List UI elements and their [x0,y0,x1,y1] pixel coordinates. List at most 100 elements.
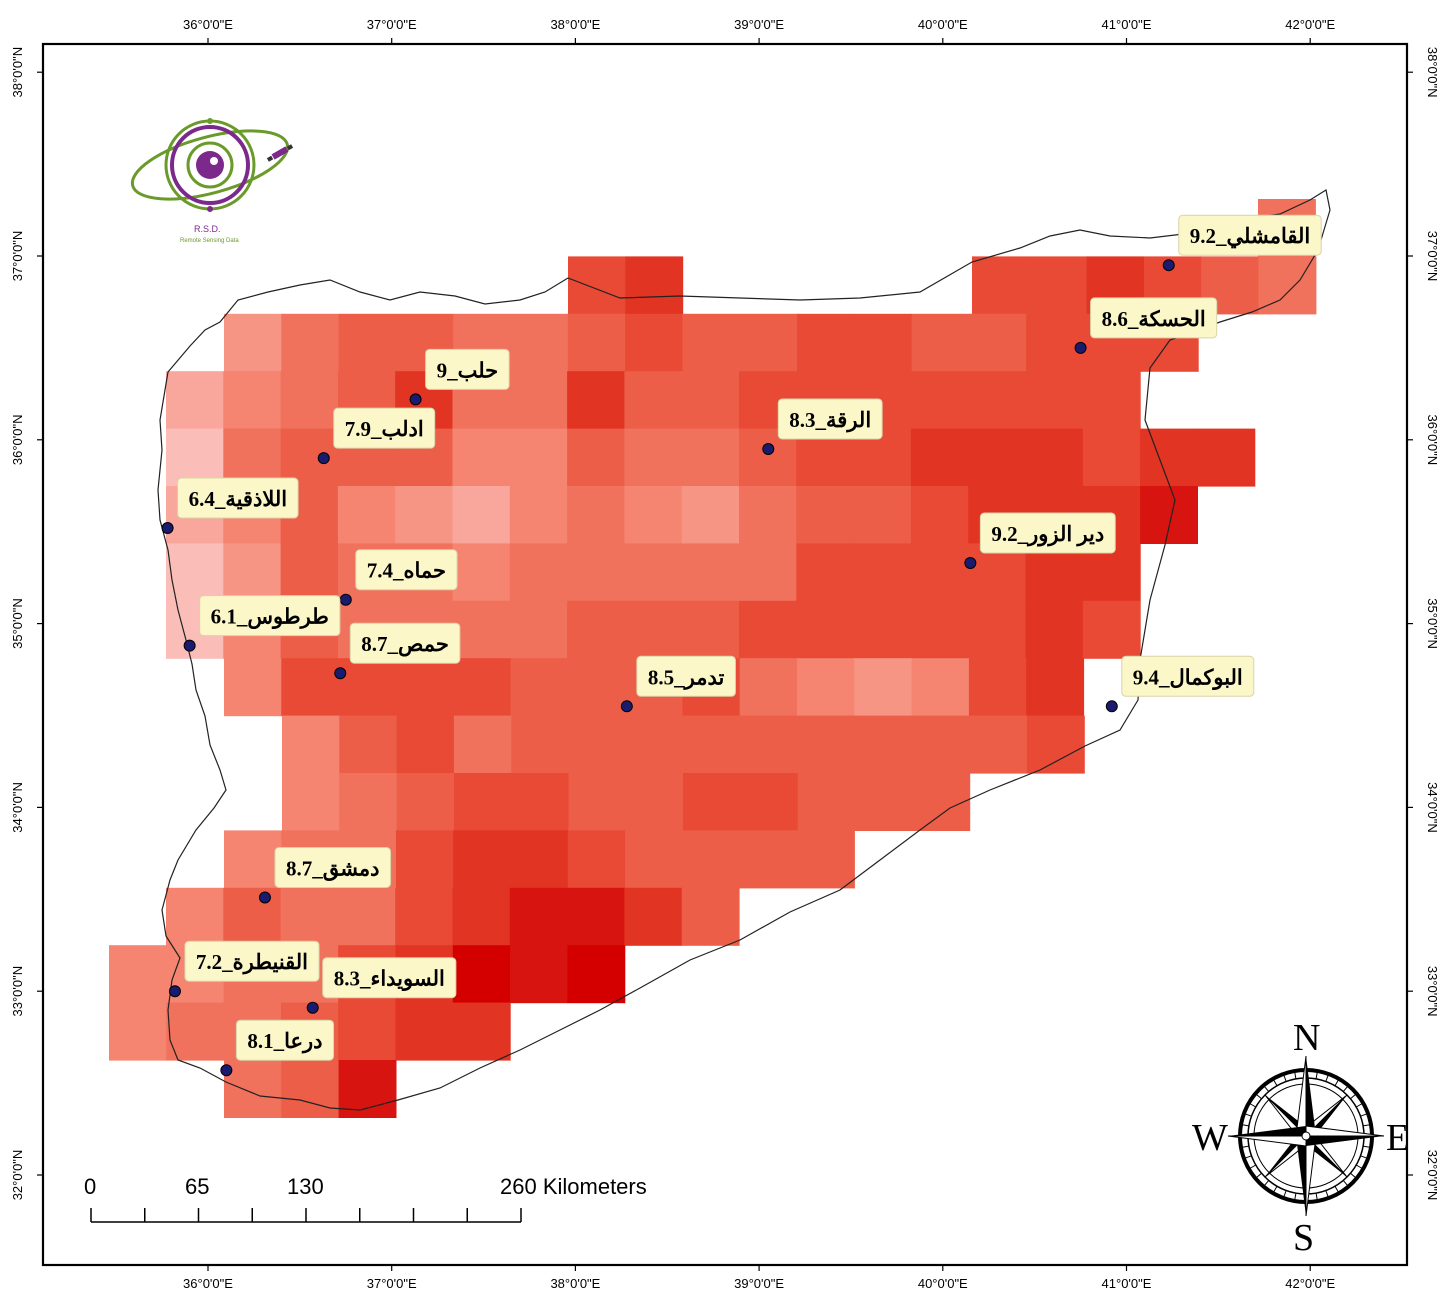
city-name: السويداء_8.3 [334,967,445,992]
city-label-box [177,477,299,519]
raster-cell [166,887,224,946]
lat-label-left: 32°0'0"N [10,1150,25,1201]
city-point [168,985,181,998]
city-point [339,593,352,606]
raster-cell [567,830,626,889]
raster-cell [166,371,224,430]
city-label: الحسكة_8.6 [1074,297,1218,354]
raster-cell [567,428,625,487]
city-label: السويداء_8.3 [306,957,457,1014]
raster-cell [797,313,855,372]
raster-cell [624,887,683,946]
raster-cell [1026,658,1085,717]
city-label: دير الزور_9.2 [964,512,1116,569]
city-point [161,522,174,535]
city-label: حمص_8.7 [334,622,461,680]
city-name: تدمر_8.5 [648,665,725,690]
raster-cell [338,658,397,717]
raster-cell [1140,428,1198,487]
city-label-box [425,348,510,390]
compass-north: N [1293,1017,1320,1059]
raster-cell [339,773,398,831]
raster-cell [567,658,626,717]
raster-cell [224,658,282,717]
raster-cell [1025,371,1084,430]
raster-cell [567,600,625,659]
raster-cell [109,945,167,1004]
raster-cell [910,371,969,430]
raster-cell [624,600,683,659]
raster-cell [968,371,1027,430]
raster-cell [567,371,625,430]
raster-cell [396,773,455,831]
raster-cell [853,600,912,659]
city-label-box [199,595,341,637]
raster-cell [624,486,683,544]
raster-cell [568,773,627,831]
raster-cell [452,1002,511,1061]
lon-label-bottom: 37°0'0"E [367,1276,417,1291]
lon-label-bottom: 42°0'0"E [1285,1276,1335,1291]
city-label: القنيطرة_7.2 [168,940,320,998]
raster-cell [567,486,625,544]
raster-cell [625,830,683,889]
city-point [220,1064,233,1077]
raster-cell [739,658,798,717]
raster-cell [395,658,454,717]
raster-cell [968,313,1027,372]
raster-cell [452,600,511,659]
city-label: حلب_9 [409,348,510,406]
scale-label-0: 0 [84,1174,96,1199]
raster-cell [1140,486,1198,544]
country-boundary [157,189,1331,1111]
raster-cell [740,773,799,831]
raster-cell [1082,371,1141,430]
rsd-logo: R.S.D. Remote Sensing Data [130,118,294,244]
lon-label-top: 38°0'0"E [550,17,600,32]
raster-cell [796,600,855,659]
city-label-box [1090,297,1218,339]
raster-cell [337,486,396,544]
raster-cell [452,428,511,487]
raster-cell [739,313,798,372]
raster-cell [453,658,512,717]
city-label-box [274,846,392,888]
city-name: طرطوس_6.1 [211,605,329,630]
raster-cell [509,371,568,430]
city-label: تدمر_8.5 [620,655,736,713]
lon-label-top: 36°0'0"E [183,17,233,32]
raster-cell [681,887,740,946]
lat-label-left: 33°0'0"N [10,966,25,1017]
raster-cell [509,486,568,544]
raster-cell [853,486,912,544]
raster-cell [568,256,626,315]
raster-cell [912,773,971,831]
raster-cell [567,313,626,372]
raster-cell [395,830,454,889]
raster-cell [625,256,684,315]
lat-label-right: 33°0'0"N [1425,966,1440,1017]
raster-cell [223,428,282,487]
city-name: الحسكة_8.6 [1102,307,1206,331]
raster-cell [624,543,683,602]
lat-label-right: 35°0'0"N [1425,598,1440,649]
raster-cell [510,313,569,372]
compass-east: E [1386,1117,1409,1159]
raster-cell [395,1002,454,1061]
raster-cell [910,428,969,487]
city-point [1074,341,1087,354]
raster-cell [224,1060,282,1118]
lat-label-right: 36°0'0"N [1425,414,1440,465]
city-point [258,891,271,904]
city-point [964,556,977,569]
lat-label-left: 35°0'0"N [10,598,25,649]
raster-cell [166,428,224,487]
city-point [334,667,347,680]
raster-cell [452,486,511,544]
scale-label-130: 130 [287,1174,324,1199]
city-label-box [636,655,736,697]
lon-label-top: 40°0'0"E [918,17,968,32]
city-name: القامشلي_9.2 [1190,224,1310,249]
raster-cell [452,887,511,946]
city-label-box [333,407,436,449]
